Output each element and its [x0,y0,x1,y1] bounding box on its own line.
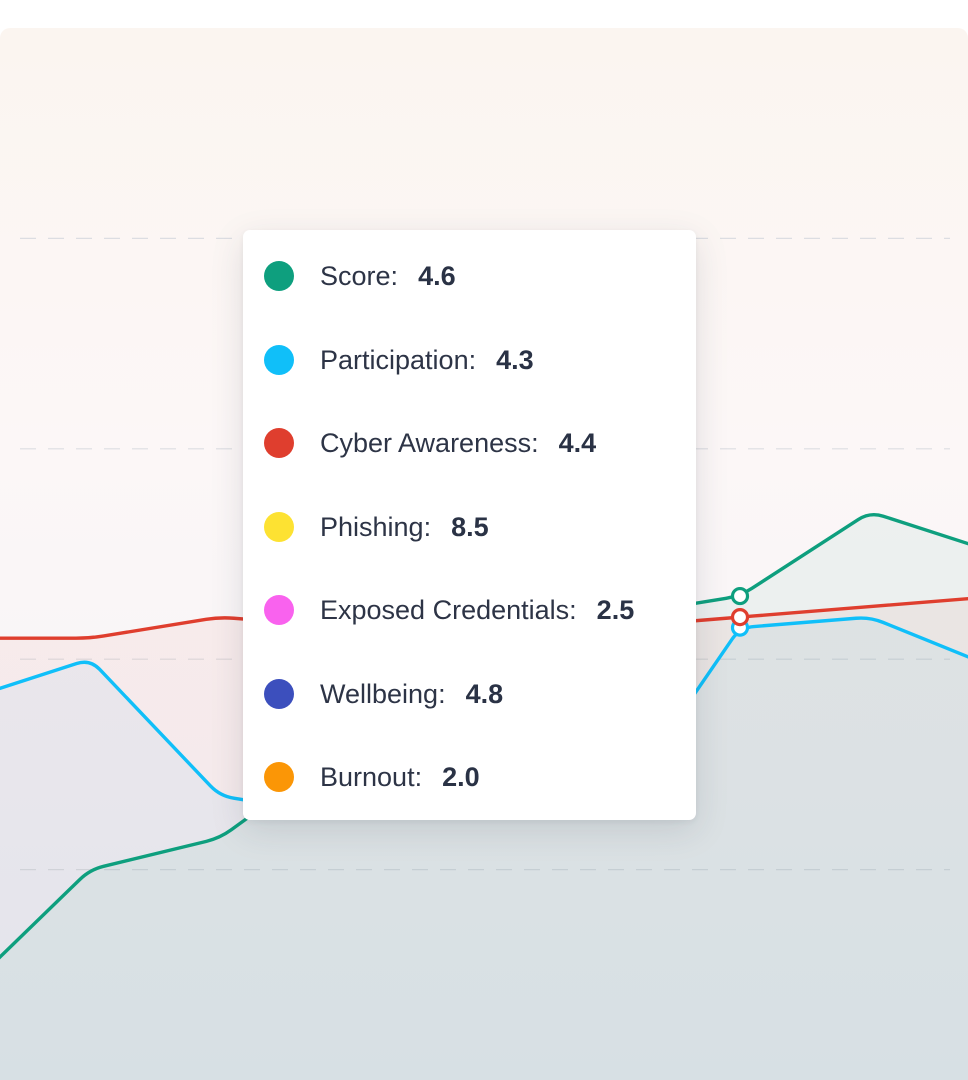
tooltip-label: Participation [320,344,469,375]
tooltip-row: Wellbeing:4.8 [243,674,503,714]
hover-point-0 [730,586,750,606]
tooltip-row: Participation:4.3 [243,340,534,380]
tooltip-separator: : [569,594,577,625]
tooltip-separator: : [468,344,477,375]
tooltip-value: 4.4 [558,427,597,458]
tooltip-separator: : [531,427,539,458]
legend-dot-icon [264,762,294,792]
tooltip-value: 4.8 [465,678,504,709]
series-area-1 [0,618,968,1080]
tooltip-row: Burnout:2.0 [243,757,480,797]
tooltip-value: 4.6 [418,260,456,291]
legend-dot-icon [264,595,294,625]
legend-dot-icon [264,345,294,375]
tooltip-label: Wellbeing [320,678,439,709]
series-area-2 [0,598,968,1080]
tooltip-row: Exposed Credentials:2.5 [243,590,634,630]
tooltip-value: 8.5 [451,511,489,542]
line-chart [0,237,968,1080]
legend-dot-icon [264,261,294,291]
tooltip-value: 2.0 [442,761,480,792]
legend-dot-icon [264,679,294,709]
tooltip-label: Score [320,260,391,291]
tooltip-label: Exposed Credentials [320,594,570,625]
tooltip-label: Phishing [320,511,424,542]
tooltip-separator: : [438,678,446,709]
tooltip-label: Cyber Awareness [320,427,532,458]
tooltip-row: Phishing:8.5 [243,507,489,547]
tooltip-value: 2.5 [596,594,635,625]
tooltip-value: 4.3 [496,344,534,375]
tooltip-separator: : [390,260,399,291]
legend-dot-icon [264,512,294,542]
tooltip-row: Cyber Awareness:4.4 [243,423,596,463]
data-tooltip: Score:4.6 Participation:4.3 Cyber Awarenes… [243,230,696,820]
grid-lines [20,237,950,871]
tooltip-label: Burnout [320,761,415,792]
tooltip-separator: : [414,761,423,792]
legend-dot-icon [264,428,294,458]
hover-markers [730,586,750,637]
tooltip-separator: : [423,511,432,542]
chart-card: Score:4.6 Participation:4.3 Cyber Awarenes… [0,28,968,1080]
tooltip-row: Score:4.6 [243,256,456,296]
hover-point-2 [730,608,750,627]
